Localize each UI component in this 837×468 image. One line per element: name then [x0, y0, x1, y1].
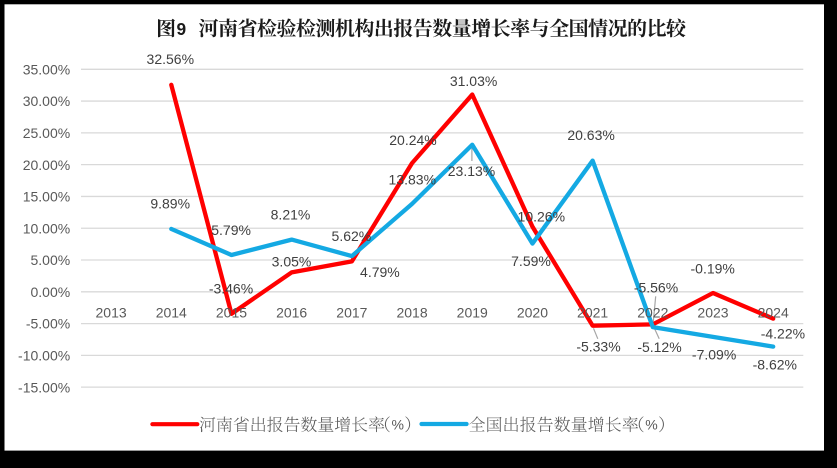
svg-text:-15.00%: -15.00%: [18, 379, 70, 395]
svg-text:-4.22%: -4.22%: [761, 325, 805, 341]
svg-text:4.79%: 4.79%: [360, 264, 400, 280]
svg-text:2018: 2018: [396, 304, 427, 320]
svg-text:5.62%: 5.62%: [332, 228, 372, 244]
svg-text:2024: 2024: [758, 304, 789, 320]
svg-text:23.13%: 23.13%: [448, 163, 495, 179]
svg-text:-5.12%: -5.12%: [637, 339, 681, 355]
svg-text:20.00%: 20.00%: [23, 157, 70, 173]
svg-text:2014: 2014: [156, 304, 187, 320]
svg-text:-5.33%: -5.33%: [576, 339, 620, 355]
svg-text:2019: 2019: [457, 304, 488, 320]
svg-text:2023: 2023: [697, 304, 728, 320]
svg-text:-3.46%: -3.46%: [209, 281, 253, 297]
svg-text:0.00%: 0.00%: [30, 284, 70, 300]
svg-text:-5.00%: -5.00%: [26, 316, 70, 332]
svg-text:-10.00%: -10.00%: [18, 347, 70, 363]
svg-text:9: 9: [176, 19, 186, 39]
svg-text:-0.19%: -0.19%: [691, 261, 735, 277]
svg-text:13.83%: 13.83%: [389, 172, 436, 188]
svg-text:35.00%: 35.00%: [23, 61, 70, 77]
svg-text:8.21%: 8.21%: [271, 206, 311, 222]
svg-text:25.00%: 25.00%: [23, 125, 70, 141]
svg-text:2017: 2017: [336, 304, 367, 320]
svg-text:30.00%: 30.00%: [23, 93, 70, 109]
svg-text:2015: 2015: [216, 304, 247, 320]
svg-text:2020: 2020: [517, 304, 548, 320]
svg-text:2022: 2022: [637, 304, 668, 320]
svg-text:%: %: [645, 416, 657, 432]
svg-text:3.05%: 3.05%: [272, 254, 312, 270]
svg-text:-7.09%: -7.09%: [692, 347, 736, 363]
svg-text:20.24%: 20.24%: [389, 132, 436, 148]
svg-text:2021: 2021: [577, 304, 608, 320]
svg-text:5.00%: 5.00%: [30, 252, 70, 268]
svg-text:7.59%: 7.59%: [511, 253, 551, 269]
svg-text:-8.62%: -8.62%: [753, 357, 797, 373]
svg-text:15.00%: 15.00%: [23, 189, 70, 205]
svg-text:10.00%: 10.00%: [23, 220, 70, 236]
svg-text:%: %: [391, 416, 403, 432]
svg-text:32.56%: 32.56%: [147, 51, 194, 67]
svg-text:5.79%: 5.79%: [211, 222, 251, 238]
svg-text:10.26%: 10.26%: [518, 208, 565, 224]
svg-text:20.63%: 20.63%: [567, 127, 614, 143]
svg-text:2013: 2013: [96, 304, 127, 320]
svg-text:9.89%: 9.89%: [150, 195, 190, 211]
svg-text:-5.56%: -5.56%: [634, 280, 678, 296]
svg-text:2016: 2016: [276, 304, 307, 320]
svg-text:31.03%: 31.03%: [450, 73, 497, 89]
